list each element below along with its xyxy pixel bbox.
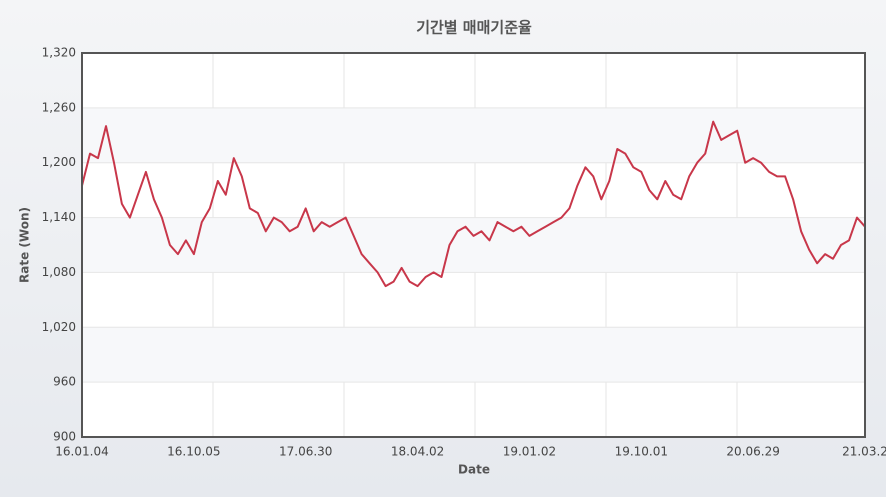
x-tick-label: 18.04.02: [391, 445, 444, 459]
chart-title: 기간별 매매기준율: [416, 19, 532, 37]
y-tick-label: 1,140: [42, 210, 76, 224]
x-axis-label: Date: [458, 463, 490, 477]
y-axis-label: Rate (Won): [18, 207, 32, 283]
x-tick-label: 16.10.05: [167, 445, 220, 459]
y-tick-label: 1,200: [42, 155, 76, 169]
x-tick-label: 16.01.04: [55, 445, 108, 459]
y-tick-label: 1,260: [42, 100, 76, 114]
grid-band: [82, 217, 865, 273]
y-tick-label: 900: [53, 430, 76, 444]
grid-band: [82, 327, 865, 383]
y-tick-label: 960: [53, 375, 76, 389]
x-tick-label: 21.03.2: [842, 445, 886, 459]
grid-band: [82, 107, 865, 163]
y-tick-label: 1,320: [42, 46, 76, 60]
x-tick-label: 20.06.29: [726, 445, 779, 459]
y-tick-label: 1,020: [42, 320, 76, 334]
x-tick-label: 19.01.02: [503, 445, 556, 459]
x-tick-label: 17.06.30: [279, 445, 332, 459]
plot-border: [81, 52, 866, 438]
x-tick-label: 19.10.01: [615, 445, 668, 459]
data-line: [81, 120, 866, 288]
y-tick-label: 1,080: [42, 265, 76, 279]
